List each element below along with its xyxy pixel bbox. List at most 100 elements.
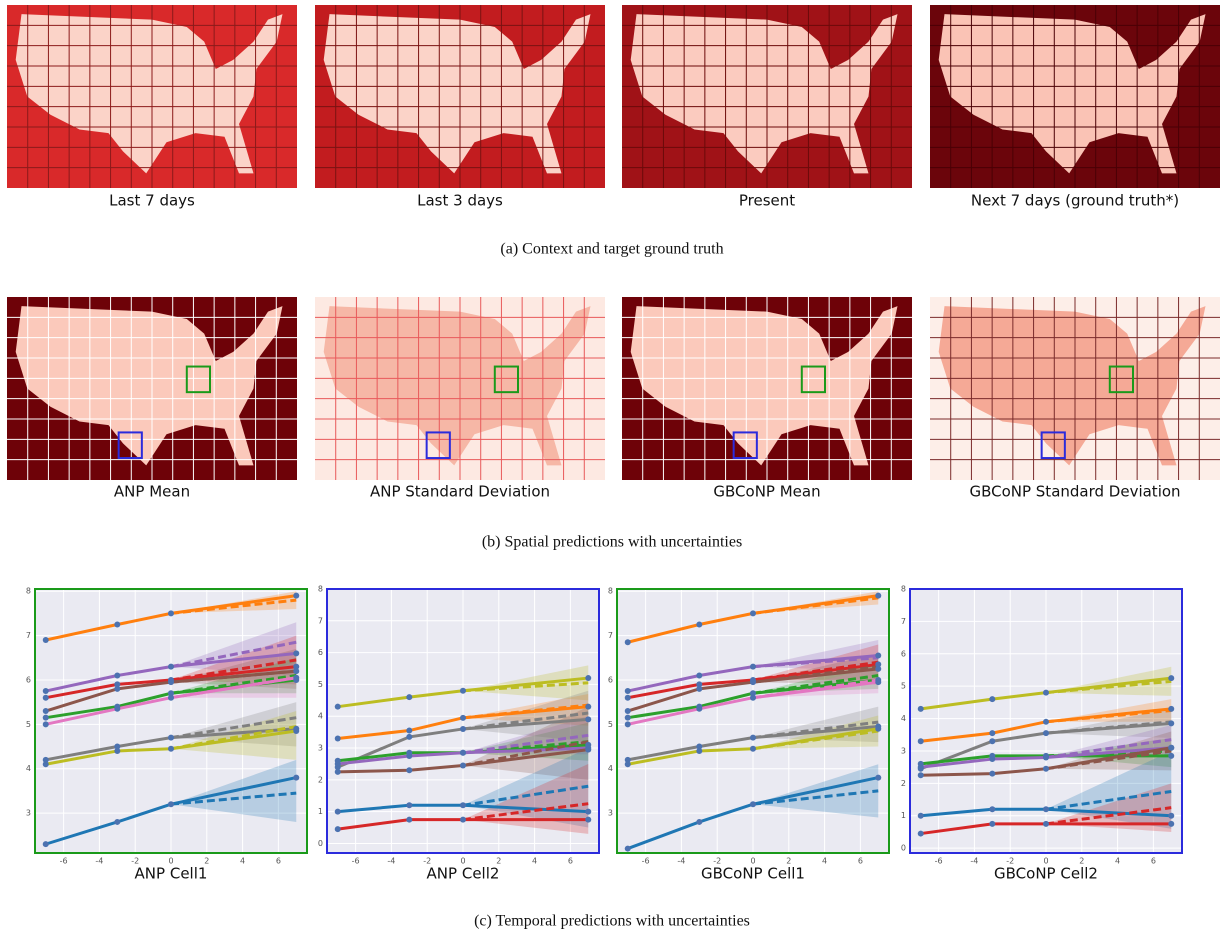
data-point <box>750 745 756 752</box>
map-label: ANP Standard Deviation <box>370 483 550 501</box>
x-tick-label: 6 <box>858 857 863 866</box>
data-point <box>875 774 882 781</box>
data-point <box>696 621 703 628</box>
y-tick-label: 5 <box>608 720 613 729</box>
data-point <box>989 806 996 813</box>
data-point <box>334 760 341 767</box>
data-point <box>989 820 996 827</box>
data-point <box>750 694 756 701</box>
uncertainty-band <box>463 690 589 742</box>
data-point <box>460 714 466 721</box>
data-point <box>334 808 341 815</box>
data-point <box>989 730 996 737</box>
data-point <box>875 725 882 732</box>
data-point <box>334 703 341 710</box>
data-point <box>1043 718 1049 725</box>
series-line <box>337 743 589 763</box>
data-point <box>989 756 996 763</box>
y-tick-label: 8 <box>608 587 613 596</box>
data-point <box>293 592 300 599</box>
series-line <box>337 676 589 709</box>
y-tick-label: 6 <box>26 675 31 684</box>
data-point <box>42 756 49 763</box>
uncertainty-band <box>171 711 297 760</box>
data-point <box>42 637 49 644</box>
data-point <box>293 674 300 681</box>
data-point <box>1043 689 1049 696</box>
forecast-line <box>462 711 589 731</box>
map-land <box>938 14 1206 174</box>
x-tick-label: -6 <box>935 857 943 866</box>
data-point <box>168 745 174 752</box>
map-land <box>938 306 1206 466</box>
data-point <box>42 708 49 715</box>
x-tick-label: 0 <box>168 857 173 866</box>
x-tick-label: 0 <box>1043 857 1048 866</box>
data-point <box>624 708 631 715</box>
data-point <box>168 694 174 701</box>
x-tick-label: 4 <box>240 857 245 866</box>
forecast-line <box>752 665 879 684</box>
data-point <box>696 747 703 754</box>
y-tick-label: 1 <box>901 811 906 820</box>
data-point <box>696 685 703 692</box>
series-line <box>627 776 879 850</box>
data-point <box>750 690 756 697</box>
forecast-line <box>462 784 589 807</box>
data-point <box>1043 806 1049 813</box>
data-point <box>114 705 121 712</box>
data-point <box>750 663 756 670</box>
data-point <box>42 714 49 721</box>
data-point <box>114 621 121 628</box>
data-point <box>585 816 592 823</box>
series-line <box>920 746 1172 777</box>
y-tick-label: 6 <box>318 648 323 657</box>
y-tick-label: 4 <box>608 764 613 773</box>
data-point <box>917 812 924 819</box>
data-point <box>696 705 703 712</box>
data-point <box>624 756 631 763</box>
region-box <box>425 431 451 460</box>
data-point <box>168 734 174 741</box>
y-tick-label: 7 <box>318 616 323 625</box>
y-tick-label: 8 <box>26 587 31 596</box>
series-line <box>45 665 297 700</box>
x-tick-label: 4 <box>822 857 827 866</box>
data-point <box>917 738 924 745</box>
data-point <box>875 661 882 668</box>
map-land <box>630 14 898 174</box>
forecast-line <box>170 676 297 700</box>
x-tick-label: -2 <box>131 857 139 866</box>
forecast-line <box>752 674 879 695</box>
x-tick-label: -2 <box>1006 857 1014 866</box>
map-label: Last 7 days <box>109 192 195 210</box>
y-tick-label: 3 <box>901 746 906 755</box>
series-line <box>920 807 1172 818</box>
data-point <box>334 735 341 742</box>
x-tick-label: 6 <box>276 857 281 866</box>
data-point <box>989 738 996 745</box>
data-point <box>917 772 924 779</box>
y-tick-label: 6 <box>901 649 906 658</box>
data-point <box>42 841 49 848</box>
data-point <box>334 768 341 775</box>
data-point <box>42 721 49 728</box>
data-point <box>334 826 341 833</box>
data-point <box>114 681 121 688</box>
forecast-line <box>170 598 297 615</box>
data-point <box>1043 754 1049 761</box>
data-point <box>1168 744 1175 751</box>
data-point <box>460 725 466 732</box>
map-land <box>323 306 591 466</box>
uncertainty-band <box>1046 750 1172 829</box>
data-point <box>875 652 882 659</box>
map-label: Present <box>739 192 795 210</box>
data-point <box>624 761 631 768</box>
map-land <box>15 306 283 466</box>
data-point <box>42 761 49 768</box>
forecast-line <box>752 656 879 669</box>
series-line <box>45 594 297 642</box>
data-point <box>168 801 174 808</box>
data-point <box>750 610 756 617</box>
data-point <box>917 764 924 771</box>
